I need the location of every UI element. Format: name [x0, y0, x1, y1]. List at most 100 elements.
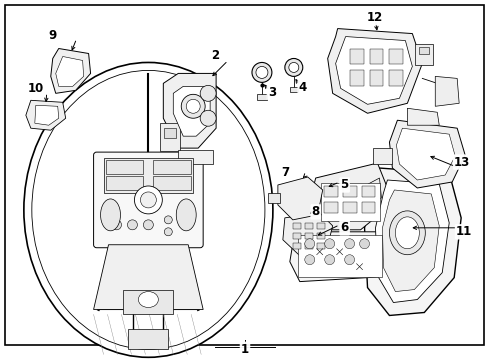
- Bar: [362, 186, 375, 197]
- Ellipse shape: [138, 292, 158, 307]
- Ellipse shape: [390, 211, 425, 255]
- Polygon shape: [308, 163, 393, 230]
- FancyBboxPatch shape: [94, 152, 203, 248]
- Bar: [153, 176, 191, 190]
- Polygon shape: [290, 232, 385, 282]
- Bar: [390, 49, 403, 64]
- Ellipse shape: [186, 99, 200, 113]
- Bar: [257, 94, 267, 100]
- Ellipse shape: [24, 62, 273, 357]
- Ellipse shape: [164, 216, 172, 224]
- Bar: [317, 223, 325, 229]
- Ellipse shape: [285, 58, 303, 76]
- Text: 3: 3: [268, 86, 276, 99]
- Bar: [298, 235, 383, 276]
- Bar: [372, 148, 392, 164]
- Bar: [324, 202, 338, 213]
- Bar: [305, 233, 313, 239]
- Bar: [321, 183, 380, 221]
- Ellipse shape: [112, 220, 122, 230]
- Ellipse shape: [127, 220, 137, 230]
- Ellipse shape: [325, 239, 335, 249]
- Polygon shape: [407, 108, 439, 125]
- Polygon shape: [94, 245, 203, 310]
- Bar: [317, 233, 325, 239]
- Bar: [103, 158, 193, 193]
- Bar: [324, 186, 338, 197]
- Text: 7: 7: [281, 166, 289, 179]
- Text: 8: 8: [312, 205, 320, 219]
- Ellipse shape: [164, 228, 172, 236]
- Bar: [164, 128, 176, 138]
- Bar: [160, 123, 180, 151]
- Bar: [153, 160, 191, 174]
- Polygon shape: [51, 49, 91, 93]
- Polygon shape: [278, 177, 323, 220]
- Polygon shape: [365, 178, 382, 206]
- Polygon shape: [336, 37, 413, 104]
- Bar: [105, 160, 144, 174]
- Polygon shape: [163, 73, 216, 148]
- Ellipse shape: [100, 199, 121, 231]
- Ellipse shape: [344, 255, 355, 265]
- Ellipse shape: [360, 239, 369, 249]
- Ellipse shape: [176, 199, 196, 231]
- Bar: [349, 49, 364, 64]
- Polygon shape: [365, 168, 461, 315]
- Text: 9: 9: [49, 29, 57, 42]
- Polygon shape: [396, 128, 455, 180]
- Text: 6: 6: [341, 221, 349, 234]
- Ellipse shape: [305, 255, 315, 265]
- Polygon shape: [56, 57, 84, 86]
- Text: 13: 13: [454, 156, 470, 168]
- Bar: [293, 223, 301, 229]
- Bar: [290, 87, 298, 92]
- Bar: [293, 243, 301, 249]
- Bar: [419, 46, 429, 54]
- Text: 5: 5: [341, 179, 349, 192]
- Bar: [317, 243, 325, 249]
- Ellipse shape: [252, 62, 272, 82]
- Polygon shape: [375, 180, 449, 302]
- Bar: [362, 202, 375, 213]
- Bar: [343, 186, 357, 197]
- Ellipse shape: [289, 62, 299, 72]
- Bar: [293, 233, 301, 239]
- Ellipse shape: [256, 67, 268, 78]
- Text: 12: 12: [367, 11, 383, 24]
- Bar: [105, 176, 144, 190]
- Ellipse shape: [32, 71, 265, 349]
- Bar: [369, 49, 384, 64]
- Text: 2: 2: [211, 49, 219, 62]
- Bar: [268, 193, 280, 203]
- Polygon shape: [26, 100, 66, 130]
- Bar: [123, 289, 173, 315]
- Ellipse shape: [141, 192, 156, 208]
- Polygon shape: [35, 105, 59, 125]
- Polygon shape: [173, 86, 210, 136]
- Polygon shape: [283, 213, 333, 256]
- Ellipse shape: [181, 94, 205, 118]
- Bar: [349, 71, 364, 86]
- Ellipse shape: [134, 186, 162, 214]
- Bar: [305, 243, 313, 249]
- Ellipse shape: [395, 217, 419, 249]
- Ellipse shape: [344, 239, 355, 249]
- Bar: [416, 44, 433, 66]
- Polygon shape: [383, 190, 439, 292]
- Polygon shape: [328, 28, 422, 113]
- Polygon shape: [390, 120, 465, 188]
- Text: 11: 11: [456, 225, 472, 238]
- Ellipse shape: [325, 255, 335, 265]
- Bar: [343, 202, 357, 213]
- Bar: [305, 223, 313, 229]
- Bar: [369, 71, 384, 86]
- Bar: [178, 150, 213, 164]
- Ellipse shape: [305, 239, 315, 249]
- Bar: [128, 329, 168, 349]
- Bar: [296, 196, 316, 216]
- Ellipse shape: [200, 85, 216, 101]
- Ellipse shape: [200, 110, 216, 126]
- Text: 10: 10: [28, 82, 44, 95]
- Text: 4: 4: [298, 81, 307, 94]
